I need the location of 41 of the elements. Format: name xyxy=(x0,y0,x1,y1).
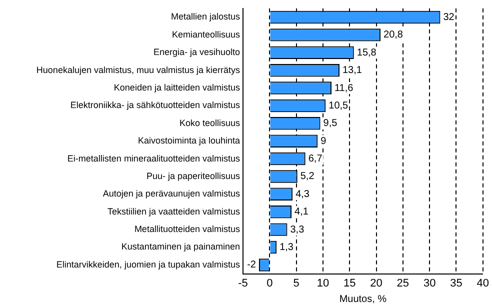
data-label: 13,1 xyxy=(342,65,362,76)
data-label: 20,8 xyxy=(384,30,404,41)
data-label: 5,2 xyxy=(300,171,315,182)
y-tick-label: Ei-metallisten mineraalituotteiden valmistus xyxy=(67,153,240,164)
data-label: 1,3 xyxy=(280,242,294,254)
x-tick-label: 15 xyxy=(343,277,356,290)
y-tick-label: Energia- ja vesihuolto xyxy=(153,47,240,58)
data-label: 4,3 xyxy=(296,188,310,200)
data-label: 3,3 xyxy=(290,224,305,236)
x-tick-label: -5 xyxy=(238,277,248,290)
data-label: -2 xyxy=(247,260,256,271)
data-label: 15,8 xyxy=(356,47,377,58)
y-tick-label: Elintarvikkeiden, juomien ja tupakan valmistus xyxy=(56,259,240,270)
x-tick-label: 40 xyxy=(476,277,490,290)
data-label: 4,1 xyxy=(294,206,309,218)
x-tick-label: 35 xyxy=(450,277,462,290)
x-tick-label: 20 xyxy=(370,277,382,290)
y-tick-label: Metallituotteiden valmistus xyxy=(134,224,240,234)
y-tick-label: Koko teollisuus xyxy=(179,118,240,128)
y-tick-label: Metallien jalostus xyxy=(170,12,240,22)
y-tick-label: Kemianteollisuus xyxy=(172,29,240,40)
y-tick-label: Kustantaminen ja painaminen xyxy=(121,242,240,252)
y-tick-label: Huonekalujen valmistus, muu valmistus ja kierrätys xyxy=(36,64,240,75)
data-label: 10,5 xyxy=(328,100,349,112)
y-tick-label: Elektroniikka- ja sähkötuotteiden valmistus xyxy=(70,100,240,110)
x-axis-title: Muutos, % xyxy=(339,294,387,305)
y-tick-label: Puu- ja paperiteollisuus xyxy=(146,170,240,181)
x-tick-label: 30 xyxy=(423,277,436,290)
y-tick-label: Koneiden ja laitteiden valmistus xyxy=(114,82,240,93)
x-tick-label: 5 xyxy=(293,277,300,290)
y-tick-label: Kaivostoiminta ja louhinta xyxy=(138,136,240,146)
x-tick-label: 10 xyxy=(316,277,330,290)
data-label: 32 xyxy=(443,12,455,23)
data-label: 9 xyxy=(320,136,327,147)
y-tick-label: Tekstiilien ja vaatteiden valmistus xyxy=(107,206,240,216)
y-tick-label: Autojen ja perävaunujen valmistus xyxy=(102,188,240,199)
x-tick-label: 25 xyxy=(396,277,410,290)
data-label: 9,5 xyxy=(323,118,338,130)
x-tick-label: 0 xyxy=(266,277,273,290)
data-label: 11,6 xyxy=(334,82,354,94)
data-label: 6,7 xyxy=(308,154,323,165)
